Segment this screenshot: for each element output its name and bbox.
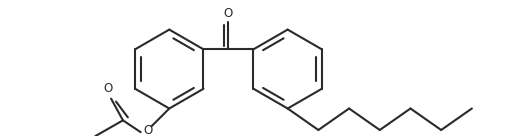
Text: O: O: [143, 124, 152, 137]
Text: O: O: [224, 7, 233, 20]
Text: O: O: [104, 82, 113, 95]
